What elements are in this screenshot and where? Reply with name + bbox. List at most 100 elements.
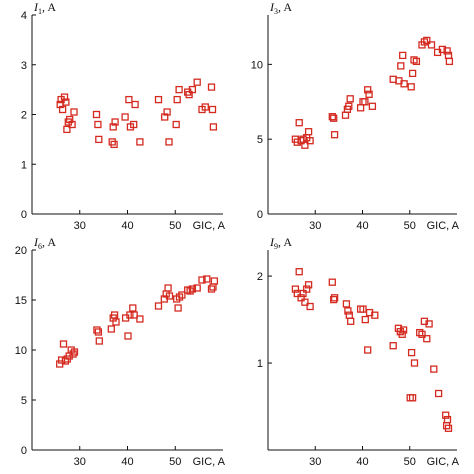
- x-tick-label: 40: [356, 220, 368, 232]
- data-point: [330, 131, 339, 139]
- x-tick-label: 50: [404, 220, 416, 232]
- y-axis-title-variable: I: [33, 235, 39, 249]
- data-point: [129, 304, 137, 312]
- x-tick-label: 50: [404, 456, 416, 468]
- data-point: [295, 119, 303, 127]
- data-point: [330, 295, 338, 304]
- data-point: [68, 120, 76, 129]
- data-point: [125, 95, 133, 104]
- data-point: [95, 337, 103, 345]
- data-point: [94, 328, 103, 336]
- y-tick-label: 3: [21, 60, 27, 72]
- x-tick-label: 40: [121, 220, 133, 232]
- y-axis-title: I3, A: [269, 0, 292, 16]
- x-axis-title: GIC, A: [193, 220, 226, 232]
- data-point: [359, 98, 367, 106]
- data-point: [165, 292, 174, 300]
- y-tick-label: 4: [21, 10, 27, 22]
- y-tick-label: 5: [21, 395, 27, 407]
- data-point: [368, 102, 377, 110]
- x-tick-label: 40: [356, 456, 368, 468]
- data-point: [111, 118, 119, 126]
- data-point: [121, 113, 129, 121]
- data-point: [126, 311, 134, 319]
- data-point: [400, 80, 408, 88]
- data-point: [208, 105, 217, 114]
- data-point: [443, 415, 452, 424]
- data-point: [210, 277, 219, 285]
- data-point: [295, 268, 303, 276]
- x-tick-label: 40: [121, 456, 133, 468]
- y-tick-label: 5: [257, 134, 263, 146]
- data-point: [154, 95, 163, 104]
- data-point: [304, 128, 313, 136]
- x-tick-label: 30: [309, 220, 321, 232]
- y-axis-title-variable: I: [269, 235, 275, 249]
- data-point: [93, 326, 101, 334]
- data-point: [110, 311, 119, 319]
- data-point: [188, 85, 197, 94]
- data-point: [427, 41, 436, 49]
- data-point: [301, 298, 309, 306]
- data-point: [69, 350, 77, 358]
- data-point: [412, 57, 421, 66]
- data-point: [299, 289, 307, 298]
- x-axis-title: GIC, A: [193, 456, 226, 468]
- y-tick-label: 15: [15, 295, 27, 307]
- y-axis-title-unit: , A: [278, 235, 292, 249]
- y-tick-label: 0: [257, 209, 263, 221]
- data-point: [58, 105, 67, 114]
- data-point: [209, 123, 218, 131]
- y-tick-label: 10: [251, 59, 263, 71]
- data-point: [60, 93, 69, 101]
- y-axis-title-variable: I: [269, 0, 275, 14]
- y-tick-label: 2: [257, 271, 263, 283]
- data-point: [193, 284, 201, 292]
- data-point: [306, 302, 314, 311]
- data-point: [188, 285, 197, 293]
- data-point: [173, 95, 181, 104]
- data-point: [430, 365, 438, 373]
- data-point: [207, 285, 216, 293]
- data-point: [423, 36, 431, 45]
- x-axis-title: GIC, A: [427, 456, 460, 468]
- y-axis-title-unit: , A: [42, 235, 56, 249]
- data-point: [344, 307, 352, 315]
- data-point: [154, 302, 163, 310]
- data-point: [347, 317, 355, 325]
- data-point: [444, 424, 453, 432]
- data-point: [193, 78, 201, 86]
- data-point: [178, 291, 186, 299]
- y-tick-label: 1: [257, 358, 263, 370]
- data-point: [445, 57, 454, 66]
- y-axis-title-variable: I: [33, 0, 39, 14]
- data-point: [107, 325, 115, 333]
- data-point: [438, 45, 447, 54]
- x-tick-label: 30: [309, 456, 321, 468]
- data-point: [70, 348, 79, 356]
- data-point: [345, 102, 353, 110]
- data-point: [408, 69, 417, 78]
- y-tick-label: 20: [15, 245, 27, 257]
- y-tick-label: 2: [21, 110, 27, 122]
- data-point: [356, 104, 365, 112]
- data-point: [399, 326, 408, 334]
- data-point: [361, 315, 369, 324]
- data-point: [61, 357, 70, 365]
- chart-panel-3: 0 5 10 15 20 30 40 50 GIC, A I6, A: [15, 235, 226, 468]
- data-point: [399, 51, 407, 60]
- data-point: [201, 103, 209, 111]
- data-point: [389, 342, 397, 350]
- data-point: [174, 304, 182, 312]
- x-tick-label: 30: [74, 456, 86, 468]
- y-axis-title-subscript: 3: [274, 7, 278, 16]
- data-point: [408, 394, 417, 402]
- y-axis-title: I9, A: [269, 235, 292, 251]
- y-axis-title-subscript: 1: [38, 7, 42, 16]
- y-axis-title: I1, A: [33, 0, 56, 16]
- chart-panel-2: 0 5 10 30 40 50 GIC, A I3, A: [251, 0, 460, 232]
- data-point: [328, 113, 336, 121]
- data-point: [425, 320, 433, 328]
- data-point: [410, 359, 419, 367]
- data-point: [186, 287, 194, 295]
